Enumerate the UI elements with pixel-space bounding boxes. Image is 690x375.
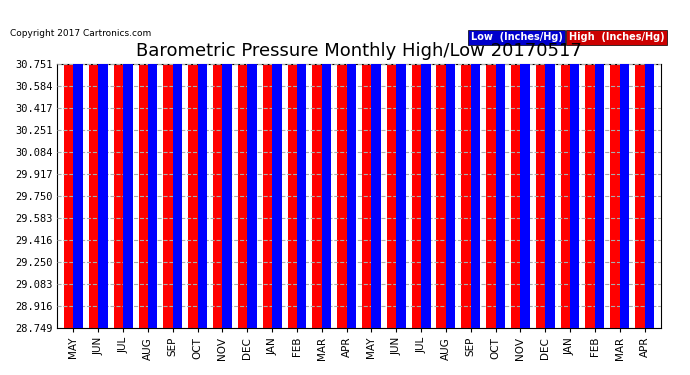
Bar [238, 0, 247, 328]
Bar [337, 0, 346, 328]
Bar [222, 0, 232, 328]
Bar [520, 0, 530, 328]
Bar [172, 0, 182, 328]
Bar [371, 0, 381, 328]
Bar [610, 0, 620, 328]
Bar [362, 0, 371, 328]
Bar [585, 0, 595, 328]
Bar [313, 0, 322, 328]
Bar [197, 0, 207, 328]
Bar [123, 0, 132, 328]
Bar [535, 0, 545, 328]
Bar [471, 0, 480, 328]
Text: Low  (Inches/Hg): Low (Inches/Hg) [471, 32, 562, 42]
Bar [148, 0, 157, 328]
Bar [387, 0, 396, 328]
Bar [495, 0, 505, 328]
Bar [322, 0, 331, 328]
Bar [620, 0, 629, 328]
Text: High  (Inches/Hg): High (Inches/Hg) [569, 32, 664, 42]
Bar [297, 0, 306, 328]
Bar [89, 0, 99, 328]
Bar [99, 0, 108, 328]
Bar [247, 0, 257, 328]
Bar [462, 0, 471, 328]
Bar [164, 0, 172, 328]
Bar [595, 0, 604, 328]
Bar [446, 0, 455, 328]
Bar [511, 0, 520, 328]
Title: Barometric Pressure Monthly High/Low 20170517: Barometric Pressure Monthly High/Low 201… [136, 42, 582, 60]
Bar [263, 0, 272, 328]
Bar [346, 0, 356, 328]
Bar [545, 0, 555, 328]
Text: Copyright 2017 Cartronics.com: Copyright 2017 Cartronics.com [10, 28, 152, 38]
Bar [437, 0, 446, 328]
Bar [213, 0, 222, 328]
Bar [396, 0, 406, 328]
Bar [486, 0, 495, 328]
Bar [139, 0, 148, 328]
Bar [412, 0, 421, 328]
Bar [570, 0, 580, 328]
Bar [74, 0, 83, 328]
Bar [288, 0, 297, 328]
Bar [188, 0, 197, 328]
Bar [560, 0, 570, 328]
Bar [114, 0, 123, 328]
Bar [635, 0, 644, 328]
Bar [64, 0, 74, 328]
Bar [644, 0, 654, 328]
Bar [421, 0, 431, 328]
Bar [272, 0, 282, 328]
